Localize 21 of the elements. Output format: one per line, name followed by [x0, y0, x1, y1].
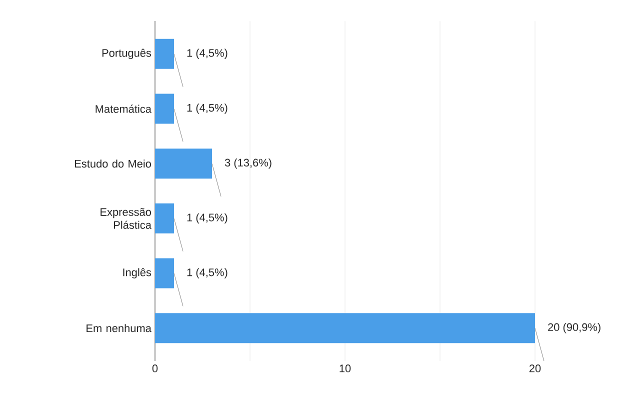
bar — [155, 38, 174, 69]
y-tick-label: Matemática — [96, 104, 152, 113]
data-label: 1 (4,5%) — [187, 104, 228, 114]
bar — [155, 313, 536, 344]
bar — [155, 148, 212, 179]
x-tick-label: 20 — [529, 364, 541, 372]
bar — [155, 258, 174, 288]
y-tick-label: Inglês — [123, 268, 152, 278]
data-label: 20 (90,9%) — [548, 323, 600, 334]
data-label: 1 (4,5%) — [187, 213, 228, 224]
x-tick-label: 0 — [152, 364, 158, 372]
y-tick-label: Estudo do Meio — [75, 160, 151, 168]
data-label: 1 (4,5%) — [187, 268, 228, 278]
y-tick-label: Em nenhuma — [86, 324, 152, 332]
x-tick-label: 10 — [340, 364, 351, 372]
y-tick-label: Português — [102, 48, 152, 60]
bar — [155, 94, 174, 124]
bar — [155, 203, 174, 234]
y-tick-label: Expressão Plástica — [100, 208, 152, 229]
data-label: 1 (4,5%) — [187, 48, 228, 60]
data-label: 3 (13,6%) — [224, 158, 272, 169]
